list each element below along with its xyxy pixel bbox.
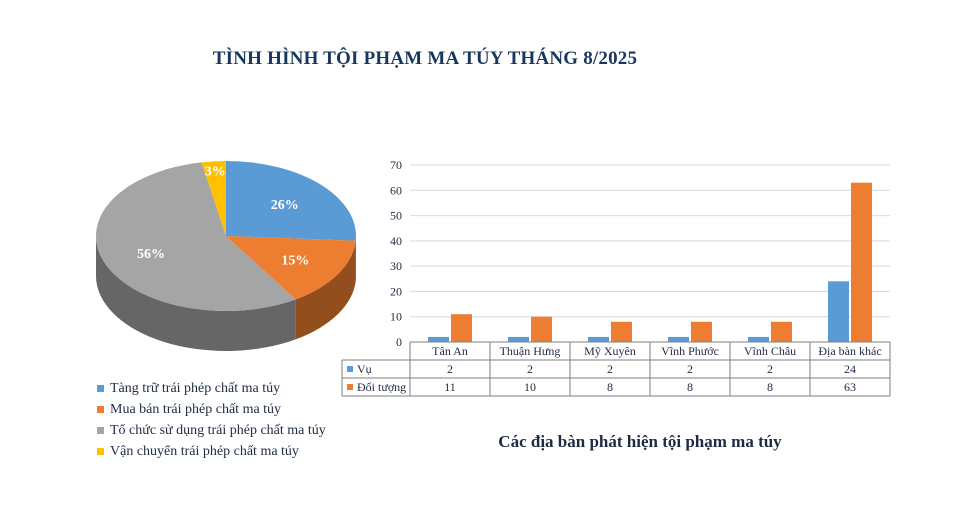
x-category-label: Thuận Hưng [500,344,561,358]
pie-chart: 26% 15% 56% 3% [96,161,356,351]
bar-chart-title: Các địa bàn phát hiện tội phạm ma túy [498,432,782,451]
table-legend-swatch [347,366,353,372]
y-tick-label: 40 [390,234,402,248]
table-cell-value: 2 [767,362,773,376]
bar-vu [588,336,609,342]
legend-swatch [97,448,104,455]
bar-doi-tuong [851,182,872,342]
bar-vu [668,336,689,342]
y-tick-label: 70 [390,158,402,172]
table-series-name: Đối tượng [357,380,406,394]
y-tick-label: 30 [390,259,402,273]
pie-slice [201,161,226,236]
bar-doi-tuong [611,321,632,342]
pie-slice [226,161,356,241]
table-cell-value: 2 [687,362,693,376]
table-cell-value: 24 [844,362,856,376]
pie-data-label: 26% [271,198,299,213]
table-cell-value: 11 [444,380,456,394]
y-tick-label: 50 [390,209,402,223]
legend-swatch [97,406,104,413]
x-category-label: Vĩnh Châu [744,344,796,358]
bar-vu [508,336,529,342]
legend-item: Vận chuyển trái phép chất ma túy [97,441,326,462]
y-tick-label: 0 [396,335,402,349]
table-series-name: Vụ [357,362,372,376]
table-cell-value: 2 [607,362,613,376]
table-cell-value: 2 [447,362,453,376]
bar-doi-tuong [531,316,552,342]
legend-label: Tàng trữ trái phép chất ma túy [110,380,281,396]
table-legend-swatch [347,384,353,390]
legend-swatch [97,385,104,392]
bar-doi-tuong [691,321,712,342]
table-cell-value: 8 [687,380,693,394]
pie-slice [96,162,296,311]
bar-doi-tuong [771,321,792,342]
legend-label: Tổ chức sử dụng trái phép chất ma túy [110,422,326,438]
legend-swatch [97,427,104,434]
pie-legend: Tàng trữ trái phép chất ma túy Mua bán tr… [97,378,326,462]
table-cell-value: 10 [524,380,536,394]
legend-item: Mua bán trái phép chất ma túy [97,399,326,420]
table-cell-value: 8 [607,380,613,394]
x-category-label: Tân An [432,344,468,358]
x-category-label: Mỹ Xuyên [584,344,636,358]
pie-slice-side [96,236,296,351]
bar-vu [828,281,849,342]
legend-label: Vận chuyển trái phép chất ma túy [110,443,299,459]
bar-chart: 0 10 20 30 40 50 60 70 Tân An Thuận Hưng Mỹ Xuyên V… [341,158,891,397]
y-tick-label: 60 [390,183,402,197]
chart-title: TÌNH HÌNH TỘI PHẠM MA TÚY THÁNG 8/2025 [212,48,638,69]
table-cell-value: 8 [767,380,773,394]
pie-slice [226,236,356,300]
y-tick-label: 10 [390,310,402,324]
pie-data-label: 15% [281,254,309,269]
table-cell-value: 63 [844,380,856,394]
y-tick-label: 20 [390,284,402,298]
legend-item: Tàng trữ trái phép chất ma túy [97,378,326,399]
pie-data-label: 56% [137,247,165,262]
table-cell-value: 2 [527,362,533,376]
pie-data-label: 3% [205,164,226,179]
bar-vu [428,336,449,342]
x-category-label: Vĩnh Phước [661,344,719,358]
bar-vu [748,336,769,342]
bar-doi-tuong [451,314,472,342]
legend-item: Tổ chức sử dụng trái phép chất ma túy [97,420,326,441]
legend-label: Mua bán trái phép chất ma túy [110,401,282,417]
x-category-label: Địa bàn khác [818,344,881,358]
pie-slice-side [295,240,356,340]
